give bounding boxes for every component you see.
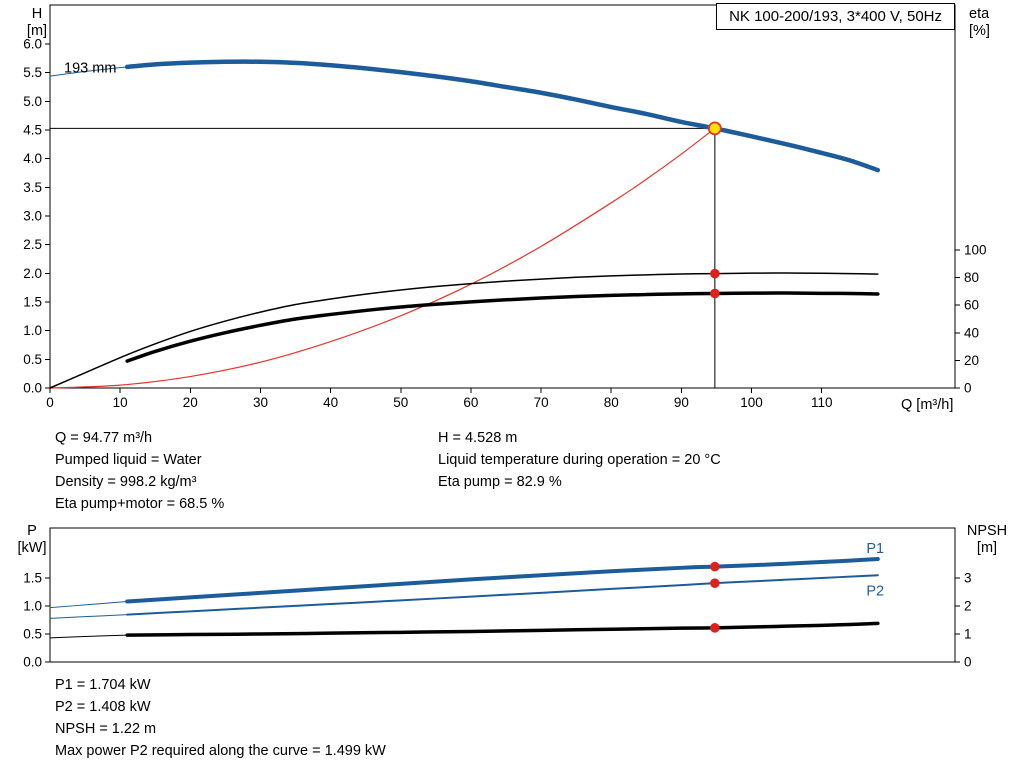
right-tick-label: 1 bbox=[964, 627, 972, 642]
x-tick-label: 70 bbox=[534, 395, 549, 410]
left-tick-label: 1.5 bbox=[23, 571, 42, 586]
x-tick-label: 60 bbox=[463, 395, 478, 410]
plot-frame bbox=[49, 4, 956, 389]
x-tick-label: 110 bbox=[811, 395, 833, 410]
x-tick-label: 100 bbox=[740, 395, 763, 410]
power-axis-title-line2: [kW] bbox=[17, 540, 47, 556]
p2-point bbox=[710, 578, 720, 588]
plot-frame bbox=[49, 527, 956, 663]
x-tick-label: 90 bbox=[674, 395, 689, 410]
eta-pump-motor-curve bbox=[125, 291, 880, 363]
info-line-pumped-liquid: Pumped liquid = Water bbox=[55, 452, 202, 468]
right-tick-label: 3 bbox=[964, 571, 972, 586]
p2-curve bbox=[126, 574, 879, 616]
flow-axis-title: Q [m³/h] bbox=[901, 397, 954, 413]
left-tick-label: 6.0 bbox=[23, 36, 42, 51]
right-tick-label: 20 bbox=[964, 353, 979, 368]
npsh-axis-title-line1: NPSH bbox=[966, 523, 1008, 539]
curve-label-193 mm: 193 mm bbox=[64, 61, 116, 77]
info-line-liquid-temperature: Liquid temperature during operation = 20… bbox=[438, 452, 721, 468]
p1-curve-lead bbox=[49, 601, 128, 609]
info-line-density: Density = 998.2 kg/m³ bbox=[55, 474, 197, 490]
right-tick-label: 0 bbox=[964, 655, 972, 670]
info-line-eta-pump: Eta pump = 82.9 % bbox=[438, 474, 562, 490]
duty-info-left-column: Q = 94.77 m³/h Pumped liquid = Water Den… bbox=[55, 427, 224, 515]
curve-label-P2: P2 bbox=[866, 583, 884, 599]
duty-point bbox=[707, 121, 722, 136]
left-tick-label: 1.5 bbox=[23, 294, 42, 309]
right-tick-label: 0 bbox=[964, 381, 972, 396]
info-line-eta-pump-motor: Eta pump+motor = 68.5 % bbox=[55, 496, 225, 512]
curve-label-P1: P1 bbox=[866, 541, 884, 557]
right-tick-label: 100 bbox=[964, 242, 987, 257]
info-line-p1: P1 = 1.704 kW bbox=[55, 677, 151, 693]
left-tick-label: 3.0 bbox=[23, 208, 42, 223]
power-axis-title: P [kW] bbox=[10, 523, 54, 557]
power-info-column: P1 = 1.704 kW P2 = 1.408 kW NPSH = 1.22 … bbox=[55, 674, 386, 762]
eta-pump-curve bbox=[49, 272, 879, 389]
eta-axis-title-line1: eta bbox=[969, 6, 990, 22]
eta-pump-point bbox=[710, 268, 720, 279]
head-axis-title: H [m] bbox=[16, 6, 58, 40]
p1-point bbox=[710, 561, 720, 572]
pump-curve-lead bbox=[49, 66, 128, 77]
duty-info-right-column: H = 4.528 m Liquid temperature during op… bbox=[438, 427, 721, 493]
info-line-p2: P2 = 1.408 kW bbox=[55, 699, 151, 715]
pump-curve-193mm bbox=[124, 59, 881, 173]
head-axis-title-line2: [m] bbox=[26, 23, 48, 39]
eta-axis-title-line2: [%] bbox=[969, 23, 990, 39]
npsh-curve bbox=[125, 621, 880, 637]
x-tick-label: 50 bbox=[393, 395, 408, 410]
system-curve bbox=[49, 127, 716, 389]
x-tick-label: 30 bbox=[253, 395, 268, 410]
eta-axis-title: eta [%] bbox=[969, 6, 1015, 40]
npsh-axis-title: NPSH [m] bbox=[960, 523, 1014, 557]
eta-pump-motor-point bbox=[710, 288, 720, 299]
left-tick-label: 1.0 bbox=[23, 599, 42, 614]
left-tick-label: 4.0 bbox=[23, 151, 42, 166]
right-tick-label: 40 bbox=[964, 325, 979, 340]
info-line-flow: Q = 94.77 m³/h bbox=[55, 430, 153, 446]
x-tick-label: 40 bbox=[323, 395, 338, 410]
p1-curve bbox=[125, 556, 880, 604]
head-efficiency-chart: 0.0 0.5 1.0 1.5 2.0 2.5 3.0 3.5 4.0 4.5 5.0 5.5 6.0 0… bbox=[23, 4, 987, 410]
left-tick-label: 2.5 bbox=[23, 237, 42, 252]
head-axis-title-line1: H bbox=[31, 6, 43, 22]
left-tick-label: 1.0 bbox=[23, 323, 42, 338]
info-line-head: H = 4.528 m bbox=[438, 430, 518, 446]
npsh-point bbox=[710, 623, 720, 633]
npsh-curve-lead bbox=[49, 634, 128, 639]
left-tick-label: 4.5 bbox=[23, 122, 42, 137]
left-tick-label: 0.5 bbox=[23, 352, 42, 367]
left-tick-label: 3.5 bbox=[23, 180, 42, 195]
left-tick-label: 5.5 bbox=[23, 65, 42, 80]
x-tick-label: 0 bbox=[46, 395, 54, 410]
info-line-npsh: NPSH = 1.22 m bbox=[55, 721, 157, 737]
npsh-axis-title-line2: [m] bbox=[976, 540, 998, 556]
right-tick-label: 2 bbox=[964, 599, 972, 614]
pump-model-title: NK 100-200/193, 3*400 V, 50Hz bbox=[716, 3, 955, 30]
right-tick-label: 80 bbox=[964, 270, 979, 285]
x-tick-label: 20 bbox=[183, 395, 198, 410]
x-tick-label: 80 bbox=[604, 395, 619, 410]
x-tick-label: 10 bbox=[113, 395, 128, 410]
info-line-max-power: Max power P2 required along the curve = … bbox=[55, 743, 386, 759]
left-tick-label: 0.5 bbox=[23, 627, 42, 642]
p2-curve-lead bbox=[49, 614, 128, 619]
left-tick-label: 0.0 bbox=[23, 655, 42, 670]
power-axis-title-line1: P bbox=[27, 523, 37, 539]
left-tick-label: 2.0 bbox=[23, 266, 42, 281]
right-tick-label: 60 bbox=[964, 298, 979, 313]
power-npsh-chart: 0.0 0.5 1.0 1.5 0 1 2 3 P1 P2 bbox=[23, 527, 972, 670]
left-tick-label: 0.0 bbox=[23, 381, 42, 396]
left-tick-label: 5.0 bbox=[23, 94, 42, 109]
